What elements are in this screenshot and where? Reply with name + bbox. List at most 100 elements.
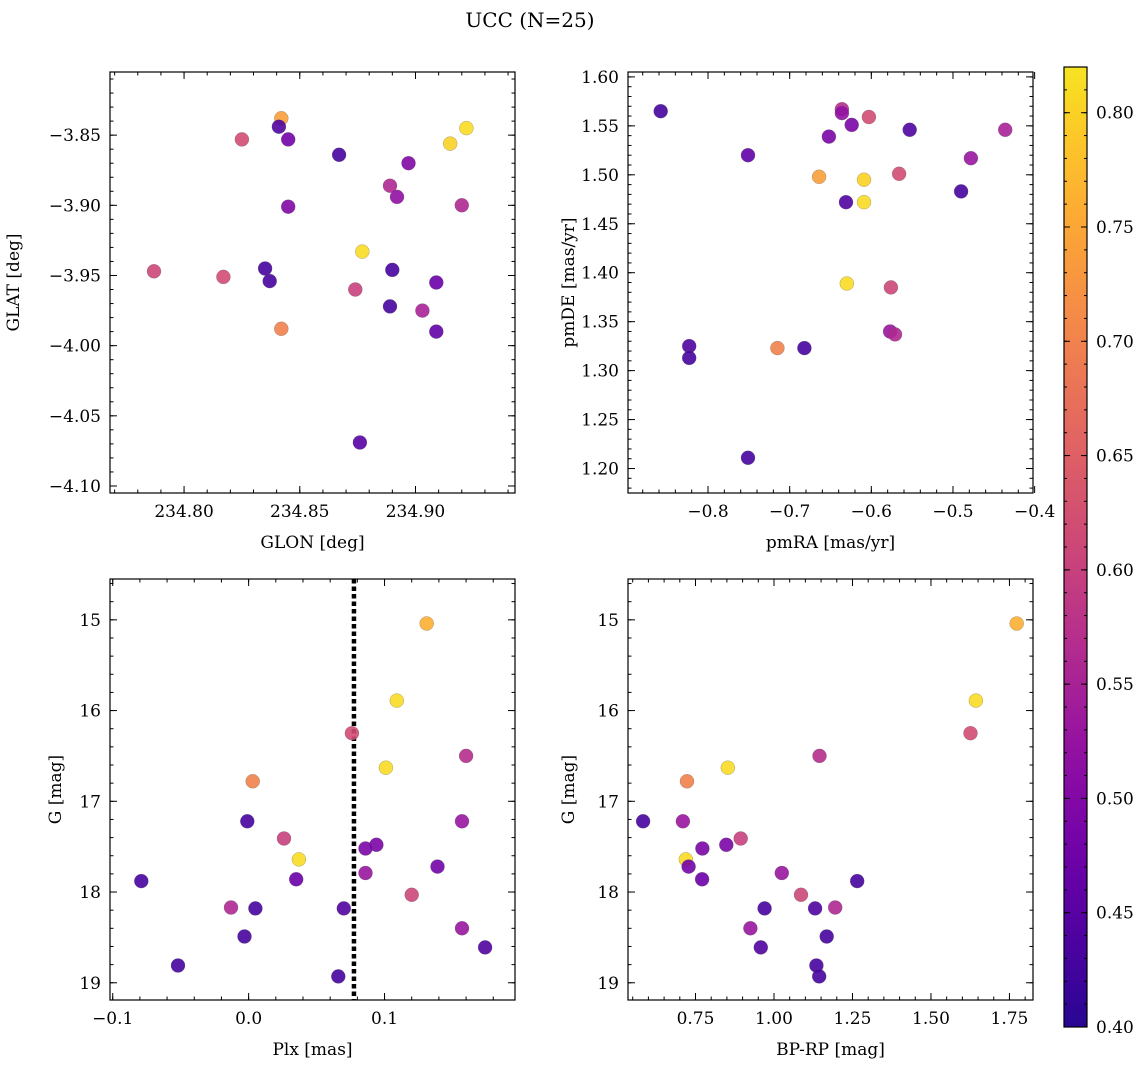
y-axis-label: pmDE [mas/yr] — [559, 217, 579, 347]
scatter-point — [839, 276, 854, 291]
scatter-point — [291, 852, 307, 867]
y-tick-label: 1.25 — [581, 411, 619, 431]
scatter-point — [429, 275, 444, 290]
scatter-point — [389, 693, 404, 708]
x-tick-label: −0.8 — [687, 502, 728, 522]
colorbar-tick-label: 0.40 — [1096, 1018, 1134, 1038]
scatter-point — [419, 616, 434, 631]
x-tick-label: 0.75 — [677, 1009, 715, 1029]
x-axis-label: pmRA [mas/yr] — [766, 533, 895, 553]
scatter-point — [681, 859, 696, 874]
y-tick-label: 18 — [597, 883, 619, 903]
scatter-point — [223, 900, 239, 915]
scatter-point — [348, 282, 363, 297]
colorbar-tick-label: 0.45 — [1096, 904, 1134, 924]
y-tick-label: 1.60 — [581, 68, 619, 88]
x-axis-label: GLON [deg] — [260, 533, 364, 553]
colorbar-tick-label: 0.60 — [1096, 561, 1134, 581]
scatter-point — [430, 859, 445, 874]
axes-frame — [109, 71, 516, 494]
scatter-point — [385, 262, 400, 278]
scatter-point — [443, 136, 458, 151]
x-tick-label: 0.1 — [371, 1009, 398, 1029]
y-tick-label: 1.30 — [581, 362, 619, 382]
scatter-point — [793, 887, 809, 902]
scatter-point — [753, 940, 768, 955]
scatter-point — [856, 172, 872, 187]
scatter-point — [834, 105, 850, 121]
scatter-point — [331, 147, 347, 163]
y-tick-label: 18 — [79, 883, 101, 903]
scatter-point — [902, 122, 917, 138]
scatter-point — [281, 199, 296, 214]
scatter-point — [459, 120, 474, 136]
scatter-point — [819, 929, 834, 944]
y-tick-label: 16 — [79, 702, 101, 722]
scatter-point — [389, 189, 405, 205]
y-tick-label: 16 — [597, 702, 619, 722]
scatter-point — [336, 901, 351, 916]
scatter-point — [234, 132, 250, 147]
y-tick-label: 17 — [79, 792, 101, 812]
scatter-point — [883, 280, 899, 295]
scatter-point — [953, 184, 969, 199]
y-tick-label: 1.45 — [581, 215, 619, 235]
axes-frame — [109, 578, 516, 1001]
x-tick-label: 0.0 — [235, 1009, 262, 1029]
y-tick-label: −4.00 — [49, 337, 101, 357]
scatter-points — [134, 616, 493, 984]
scatter-point — [1009, 616, 1024, 631]
y-tick-label: 17 — [597, 792, 619, 812]
y-tick-label: 1.50 — [581, 166, 619, 186]
x-tick-label: 1.75 — [991, 1009, 1029, 1029]
y-axis-label: G [mag] — [46, 755, 66, 824]
scatter-point — [757, 901, 772, 916]
panel-3: −0.1 0.0 0.1 15 16 17 18 19 Plx [mas] G [mag] — [46, 578, 516, 1060]
y-tick-label: 1.55 — [581, 117, 619, 137]
scatter-point — [429, 324, 444, 339]
scatter-point — [812, 969, 827, 984]
panel-4: 0.75 1.00 1.25 1.50 1.75 15 16 17 18 19 BP-RP [mag… — [559, 578, 1034, 1060]
axes-frame — [627, 578, 1034, 1001]
x-tick-label: 1.00 — [755, 1009, 793, 1029]
scatter-point — [694, 872, 710, 887]
y-tick-label: −4.10 — [49, 477, 101, 497]
scatter-point — [146, 264, 162, 279]
scatter-point — [358, 841, 373, 856]
scatter-point — [216, 269, 231, 285]
colorbar-tick-label: 0.80 — [1096, 104, 1134, 124]
scatter-point — [355, 244, 370, 259]
colorbar-tick-label: 0.55 — [1096, 675, 1134, 695]
scatter-points — [635, 616, 1024, 984]
colorbar-tick-label: 0.70 — [1096, 332, 1134, 352]
scatter-point — [770, 340, 785, 356]
x-tick-label: −0.7 — [769, 502, 810, 522]
scatter-point — [679, 774, 695, 789]
scatter-point — [262, 273, 277, 289]
scatter-point — [477, 940, 493, 955]
scatter-points — [653, 101, 1013, 465]
scatter-point — [675, 814, 691, 829]
scatter-point — [719, 837, 734, 852]
scatter-point — [653, 103, 668, 119]
scatter-point — [289, 872, 304, 887]
scatter-point — [454, 198, 469, 213]
scatter-point — [454, 814, 470, 829]
scatter-point — [240, 814, 255, 829]
scatter-point — [733, 831, 748, 846]
scatter-point — [740, 147, 756, 163]
scatter-point — [248, 901, 263, 916]
scatter-point — [281, 132, 296, 147]
y-tick-label: 15 — [79, 611, 101, 631]
colorbar: 0.40 0.45 0.50 0.55 0.60 0.65 0.70 0.75 0.80 — [1063, 66, 1134, 1038]
y-tick-label: 19 — [79, 974, 101, 994]
x-tick-label: −0.6 — [851, 502, 892, 522]
scatter-point — [382, 178, 398, 193]
colorbar-tick-label: 0.75 — [1096, 218, 1134, 238]
scatter-point — [237, 929, 252, 944]
x-axis-label: BP-RP [mag] — [776, 1040, 885, 1060]
scatter-point — [401, 155, 416, 171]
y-axis-label: GLAT [deg] — [4, 233, 24, 331]
scatter-point — [838, 194, 854, 210]
